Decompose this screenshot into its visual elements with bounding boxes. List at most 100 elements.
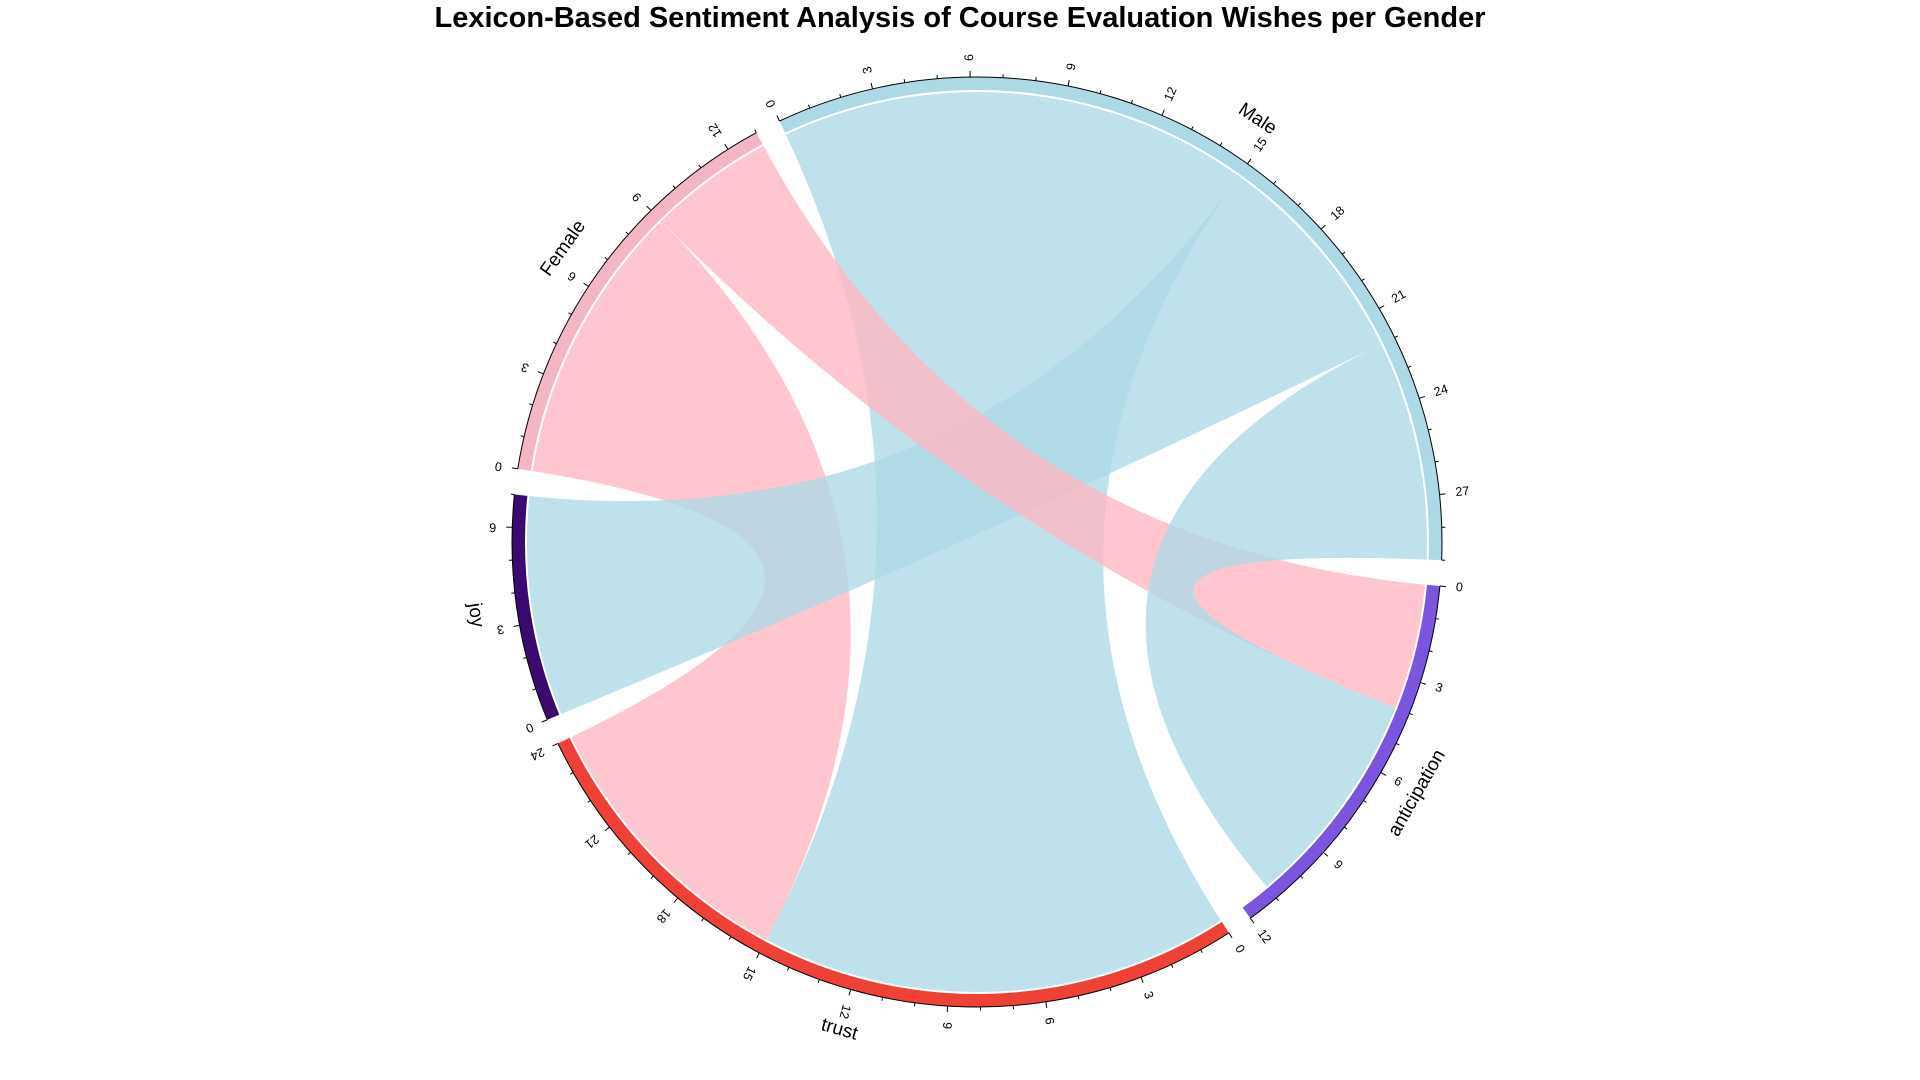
sector-label-female: Female bbox=[536, 216, 590, 280]
sector-axis-male bbox=[779, 76, 1443, 561]
tick-mark bbox=[1439, 493, 1446, 496]
tick-mark bbox=[1361, 278, 1365, 282]
tick-mark bbox=[604, 826, 610, 832]
tick-mark bbox=[1363, 800, 1367, 803]
tick-mark bbox=[1140, 976, 1144, 983]
chord-link-male-anticipation bbox=[1145, 344, 1427, 887]
tick-mark bbox=[1322, 851, 1329, 857]
tick-label: 3 bbox=[1141, 989, 1157, 1000]
tick-mark bbox=[587, 800, 591, 803]
sector-label-joy: joy bbox=[464, 601, 489, 630]
tick-mark bbox=[1273, 180, 1277, 185]
sector-axis-joy bbox=[511, 494, 548, 720]
tick-mark bbox=[1067, 80, 1070, 87]
tick-mark bbox=[569, 772, 574, 775]
chord-link-female-anticipation bbox=[661, 145, 1425, 708]
tick-mark bbox=[1378, 305, 1385, 309]
tick-mark bbox=[513, 624, 520, 627]
tick-mark bbox=[568, 312, 572, 315]
sector-axis-female bbox=[517, 132, 757, 469]
tick-label: 15 bbox=[740, 964, 759, 983]
tick-label: 0 bbox=[494, 459, 503, 474]
tick-mark bbox=[1077, 995, 1080, 1000]
tick-label: 6 bbox=[489, 520, 496, 534]
tick-label: 12 bbox=[1161, 85, 1179, 103]
tick-mark bbox=[756, 952, 760, 959]
tick-mark bbox=[1409, 712, 1413, 716]
tick-mark bbox=[728, 936, 732, 940]
chord-link-female-trust bbox=[532, 221, 851, 940]
tick-label: 6 bbox=[962, 54, 976, 61]
tick-mark bbox=[537, 371, 544, 375]
tick-label: 0 bbox=[1232, 942, 1248, 955]
tick-mark bbox=[701, 917, 705, 922]
tick-mark bbox=[520, 435, 525, 438]
tick-label: 12 bbox=[705, 121, 724, 140]
tick-mark bbox=[1099, 90, 1102, 94]
tick-label: 21 bbox=[582, 832, 602, 852]
sector-label-anticipation: anticipation bbox=[1384, 746, 1450, 840]
tick-mark bbox=[1344, 826, 1348, 830]
tick-label: 9 bbox=[1064, 62, 1079, 72]
tick-mark bbox=[1320, 224, 1326, 230]
tick-label: 0 bbox=[763, 98, 779, 110]
tick-mark bbox=[698, 164, 702, 169]
tick-mark bbox=[604, 257, 608, 261]
tick-mark bbox=[1380, 772, 1387, 776]
tick-mark bbox=[650, 875, 654, 879]
tick-label: 3 bbox=[860, 65, 875, 75]
tick-label: 15 bbox=[1251, 135, 1271, 154]
tick-label: 12 bbox=[836, 1003, 853, 1020]
tick-mark bbox=[848, 989, 852, 996]
tick-mark bbox=[1428, 650, 1433, 653]
tick-label: 9 bbox=[1331, 857, 1346, 872]
tick-label: 9 bbox=[629, 190, 644, 205]
chart-title: Lexicon-Based Sentiment Analysis of Cour… bbox=[434, 2, 1486, 34]
tick-label: 24 bbox=[528, 745, 547, 764]
tick-mark bbox=[1428, 428, 1432, 431]
tick-mark bbox=[1341, 251, 1346, 255]
tick-label: 3 bbox=[519, 360, 531, 376]
tick-mark bbox=[1439, 585, 1446, 588]
tick-label: 12 bbox=[1255, 927, 1275, 947]
tick-label: 3 bbox=[496, 622, 505, 637]
sector-label-trust: trust bbox=[819, 1014, 861, 1044]
tick-mark bbox=[1435, 618, 1440, 620]
sector-track-male bbox=[779, 76, 1442, 561]
tick-mark bbox=[1419, 395, 1426, 399]
tick-label: 18 bbox=[654, 906, 674, 926]
tick-label: 21 bbox=[1389, 287, 1408, 306]
tick-mark bbox=[583, 282, 589, 287]
sector-male: 0 3 6 9 12 15 18 21 24 27 Male bbox=[763, 54, 1470, 561]
tick-mark bbox=[646, 205, 652, 211]
tick-mark bbox=[523, 656, 527, 659]
tick-mark bbox=[1228, 932, 1233, 939]
tick-mark bbox=[625, 231, 629, 235]
tick-mark bbox=[672, 185, 676, 189]
tick-label: 0 bbox=[524, 720, 536, 736]
tick-mark bbox=[1170, 964, 1174, 968]
tick-label: 0 bbox=[1455, 580, 1463, 595]
tick-label: 6 bbox=[565, 269, 579, 285]
tick-label: 3 bbox=[1434, 680, 1445, 695]
tick-label: 6 bbox=[1392, 774, 1405, 790]
tick-mark bbox=[1109, 987, 1112, 992]
tick-mark bbox=[724, 143, 729, 150]
tick-mark bbox=[1407, 365, 1412, 368]
tick-mark bbox=[1249, 917, 1255, 924]
sector-label-male: Male bbox=[1235, 99, 1281, 139]
tick-mark bbox=[754, 129, 757, 133]
tick-mark bbox=[870, 82, 873, 90]
tick-label: 27 bbox=[1455, 484, 1470, 499]
tick-mark bbox=[627, 851, 632, 856]
tick-mark bbox=[1247, 158, 1252, 165]
tick-mark bbox=[817, 979, 820, 983]
tick-mark bbox=[1130, 99, 1133, 104]
tick-mark bbox=[1395, 742, 1400, 746]
tick-mark bbox=[529, 403, 533, 406]
tick-label: 24 bbox=[1432, 382, 1450, 400]
tick-mark bbox=[839, 93, 842, 98]
tick-mark bbox=[903, 79, 906, 83]
tick-mark bbox=[776, 115, 780, 122]
